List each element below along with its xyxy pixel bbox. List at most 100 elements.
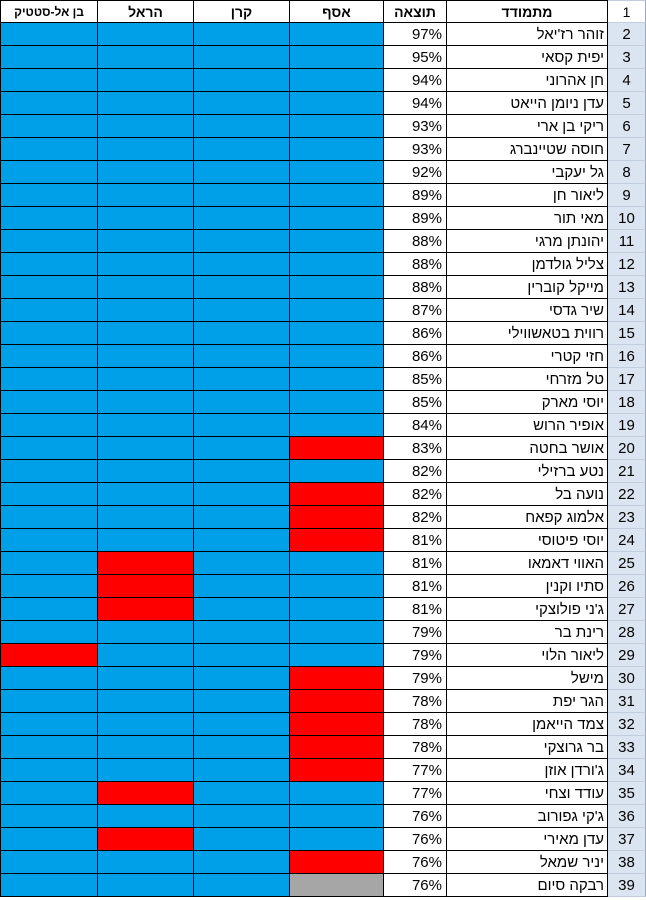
score-cell[interactable]: 88% <box>384 230 447 253</box>
contestant-name-cell[interactable]: יפית קסאי <box>447 46 608 69</box>
vote-cell-harel[interactable] <box>98 230 194 253</box>
contestant-name-cell[interactable]: גל יעקבי <box>447 161 608 184</box>
column-header-name[interactable]: מתמודד <box>447 0 608 23</box>
vote-cell-harel[interactable] <box>98 161 194 184</box>
vote-cell-ben[interactable] <box>0 184 98 207</box>
row-number[interactable]: 10 <box>608 207 646 230</box>
vote-cell-ben[interactable] <box>0 759 98 782</box>
score-cell[interactable]: 85% <box>384 368 447 391</box>
score-cell[interactable]: 83% <box>384 437 447 460</box>
vote-cell-keren[interactable] <box>194 92 290 115</box>
contestant-name-cell[interactable]: נטע ברזילי <box>447 460 608 483</box>
vote-cell-harel[interactable] <box>98 828 194 851</box>
vote-cell-harel[interactable] <box>98 322 194 345</box>
vote-cell-asaf[interactable] <box>290 552 384 575</box>
vote-cell-asaf[interactable] <box>290 644 384 667</box>
row-number[interactable]: 3 <box>608 46 646 69</box>
vote-cell-ben[interactable] <box>0 483 98 506</box>
vote-cell-keren[interactable] <box>194 805 290 828</box>
vote-cell-keren[interactable] <box>194 115 290 138</box>
vote-cell-keren[interactable] <box>194 644 290 667</box>
contestant-name-cell[interactable]: עדן מאירי <box>447 828 608 851</box>
vote-cell-keren[interactable] <box>194 391 290 414</box>
score-cell[interactable]: 79% <box>384 621 447 644</box>
vote-cell-keren[interactable] <box>194 460 290 483</box>
vote-cell-harel[interactable] <box>98 69 194 92</box>
vote-cell-keren[interactable] <box>194 690 290 713</box>
score-cell[interactable]: 81% <box>384 529 447 552</box>
contestant-name-cell[interactable]: ליאור הלוי <box>447 644 608 667</box>
contestant-name-cell[interactable]: יוסי מארק <box>447 391 608 414</box>
column-header-keren[interactable]: קרן <box>194 0 290 23</box>
vote-cell-keren[interactable] <box>194 782 290 805</box>
vote-cell-asaf[interactable] <box>290 230 384 253</box>
vote-cell-keren[interactable] <box>194 161 290 184</box>
vote-cell-ben[interactable] <box>0 690 98 713</box>
row-number[interactable]: 13 <box>608 276 646 299</box>
vote-cell-asaf[interactable] <box>290 46 384 69</box>
row-number[interactable]: 21 <box>608 460 646 483</box>
vote-cell-harel[interactable] <box>98 23 194 46</box>
score-cell[interactable]: 76% <box>384 828 447 851</box>
vote-cell-keren[interactable] <box>194 667 290 690</box>
contestant-name-cell[interactable]: ג'ורדן אוזן <box>447 759 608 782</box>
vote-cell-asaf[interactable] <box>290 299 384 322</box>
vote-cell-harel[interactable] <box>98 253 194 276</box>
vote-cell-keren[interactable] <box>194 368 290 391</box>
vote-cell-harel[interactable] <box>98 874 194 897</box>
vote-cell-ben[interactable] <box>0 805 98 828</box>
vote-cell-ben[interactable] <box>0 437 98 460</box>
score-cell[interactable]: 89% <box>384 184 447 207</box>
column-header-asaf[interactable]: אסף <box>290 0 384 23</box>
vote-cell-asaf[interactable] <box>290 874 384 897</box>
row-number[interactable]: 1 <box>608 0 646 23</box>
score-cell[interactable]: 78% <box>384 713 447 736</box>
score-cell[interactable]: 84% <box>384 414 447 437</box>
score-cell[interactable]: 76% <box>384 805 447 828</box>
vote-cell-harel[interactable] <box>98 391 194 414</box>
vote-cell-harel[interactable] <box>98 483 194 506</box>
vote-cell-harel[interactable] <box>98 552 194 575</box>
score-cell[interactable]: 92% <box>384 161 447 184</box>
row-number[interactable]: 9 <box>608 184 646 207</box>
score-cell[interactable]: 87% <box>384 299 447 322</box>
vote-cell-asaf[interactable] <box>290 69 384 92</box>
vote-cell-keren[interactable] <box>194 851 290 874</box>
score-cell[interactable]: 94% <box>384 69 447 92</box>
score-cell[interactable]: 76% <box>384 851 447 874</box>
row-number[interactable]: 8 <box>608 161 646 184</box>
vote-cell-asaf[interactable] <box>290 828 384 851</box>
score-cell[interactable]: 82% <box>384 460 447 483</box>
score-cell[interactable]: 93% <box>384 138 447 161</box>
contestant-name-cell[interactable]: שיר גדסי <box>447 299 608 322</box>
vote-cell-asaf[interactable] <box>290 23 384 46</box>
contestant-name-cell[interactable]: ג'ני פולוצקי <box>447 598 608 621</box>
score-cell[interactable]: 82% <box>384 506 447 529</box>
contestant-name-cell[interactable]: צמד הייאמן <box>447 713 608 736</box>
score-cell[interactable]: 88% <box>384 253 447 276</box>
vote-cell-keren[interactable] <box>194 552 290 575</box>
vote-cell-asaf[interactable] <box>290 460 384 483</box>
vote-cell-harel[interactable] <box>98 92 194 115</box>
vote-cell-harel[interactable] <box>98 621 194 644</box>
vote-cell-ben[interactable] <box>0 529 98 552</box>
row-number[interactable]: 23 <box>608 506 646 529</box>
vote-cell-harel[interactable] <box>98 345 194 368</box>
contestant-name-cell[interactable]: חן אהרוני <box>447 69 608 92</box>
vote-cell-asaf[interactable] <box>290 575 384 598</box>
vote-cell-keren[interactable] <box>194 69 290 92</box>
vote-cell-ben[interactable] <box>0 828 98 851</box>
vote-cell-asaf[interactable] <box>290 391 384 414</box>
vote-cell-ben[interactable] <box>0 161 98 184</box>
vote-cell-ben[interactable] <box>0 69 98 92</box>
vote-cell-asaf[interactable] <box>290 506 384 529</box>
score-cell[interactable]: 95% <box>384 46 447 69</box>
vote-cell-harel[interactable] <box>98 782 194 805</box>
vote-cell-ben[interactable] <box>0 460 98 483</box>
score-cell[interactable]: 81% <box>384 598 447 621</box>
vote-cell-harel[interactable] <box>98 115 194 138</box>
vote-cell-ben[interactable] <box>0 299 98 322</box>
vote-cell-keren[interactable] <box>194 276 290 299</box>
vote-cell-asaf[interactable] <box>290 92 384 115</box>
contestant-name-cell[interactable]: זוהר רז'יאל <box>447 23 608 46</box>
